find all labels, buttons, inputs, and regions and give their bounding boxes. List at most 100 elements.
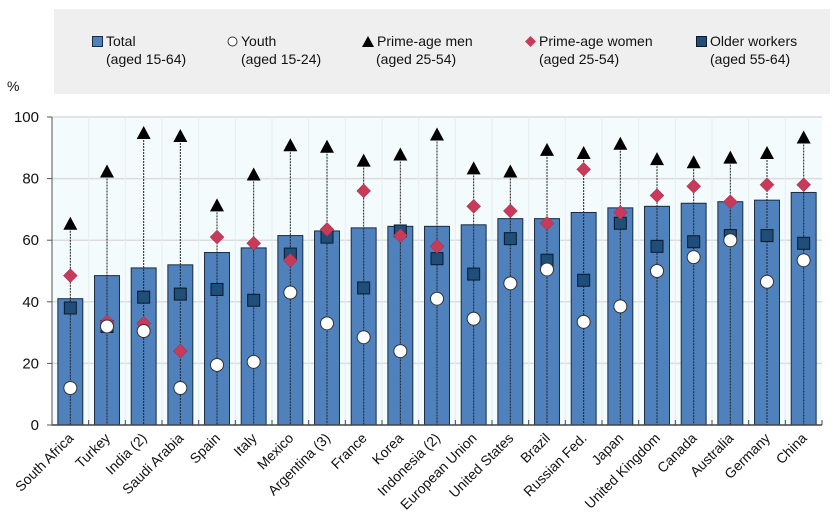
marker-prime-age-men bbox=[63, 216, 78, 230]
legend: Total (aged 15-64) Youth (aged 15-24) Pr… bbox=[54, 9, 830, 94]
y-tick-label: 20 bbox=[22, 355, 39, 372]
marker-older-workers bbox=[577, 273, 591, 287]
marker-youth bbox=[173, 381, 188, 396]
legend-item-women: Prime-age women (aged 25-54) bbox=[525, 32, 653, 68]
marker-youth bbox=[576, 314, 591, 329]
marker-prime-age-men bbox=[320, 139, 334, 153]
y-tick-label: 60 bbox=[22, 232, 39, 249]
x-tick-label: Spain bbox=[186, 430, 223, 467]
bar-total bbox=[497, 218, 524, 426]
marker-prime-age-women bbox=[466, 198, 482, 214]
markers bbox=[62, 125, 812, 396]
marker-older-workers bbox=[137, 290, 151, 304]
marker-youth bbox=[796, 253, 811, 268]
legend-label: Prime-age women bbox=[539, 33, 653, 49]
marker-prime-age-women bbox=[649, 188, 665, 203]
marker-youth bbox=[760, 274, 774, 289]
marker-prime-age-women bbox=[612, 205, 628, 220]
marker-prime-age-men bbox=[650, 152, 664, 166]
legend-circle-icon bbox=[227, 36, 238, 47]
marker-older-workers bbox=[797, 236, 811, 250]
legend-label: Prime-age men bbox=[377, 33, 473, 49]
y-tick-label: 80 bbox=[22, 171, 39, 188]
x-tick-label: South Africa bbox=[12, 430, 77, 495]
marker-youth bbox=[320, 316, 334, 331]
marker-older-workers bbox=[503, 232, 517, 246]
marker-older-workers bbox=[357, 281, 371, 295]
legend-diamond-icon bbox=[525, 35, 536, 47]
marker-prime-age-women bbox=[759, 177, 775, 193]
marker-prime-age-women bbox=[796, 177, 812, 193]
y-tick-label: 40 bbox=[22, 294, 39, 311]
legend-sublabel: (aged 55-64) bbox=[710, 51, 791, 67]
marker-prime-age-women bbox=[539, 215, 555, 231]
y-tick-label: 100 bbox=[14, 109, 39, 126]
marker-prime-age-men bbox=[466, 161, 481, 175]
marker-prime-age-men bbox=[283, 138, 298, 152]
marker-youth bbox=[63, 381, 78, 396]
marker-prime-age-men bbox=[210, 198, 224, 212]
legend-label: Older workers bbox=[710, 33, 798, 49]
marker-youth bbox=[686, 250, 701, 265]
bars bbox=[57, 191, 817, 426]
marker-prime-age-men bbox=[136, 125, 151, 139]
marker-prime-age-women bbox=[356, 183, 372, 199]
marker-prime-age-women bbox=[392, 228, 408, 243]
legend-sublabel: (aged 25-54) bbox=[539, 51, 620, 67]
marker-youth bbox=[246, 354, 261, 369]
x-tick-label: China bbox=[773, 430, 810, 467]
marker-youth bbox=[723, 233, 738, 248]
legend-item-men: Prime-age men (aged 25-54) bbox=[362, 32, 473, 68]
legend-label: Youth bbox=[241, 33, 277, 49]
marker-prime-age-men bbox=[100, 164, 114, 178]
marker-prime-age-men bbox=[503, 164, 518, 178]
x-tick-label: France bbox=[328, 430, 370, 472]
marker-youth bbox=[430, 291, 444, 306]
marker-older-workers bbox=[247, 293, 261, 307]
marker-prime-age-women bbox=[429, 239, 445, 254]
legend-sublabel: (aged 15-64) bbox=[106, 51, 187, 67]
marker-older-workers bbox=[467, 267, 481, 281]
marker-prime-age-men bbox=[430, 127, 444, 141]
legend-sublabel: (aged 25-54) bbox=[376, 51, 457, 67]
marker-older-workers bbox=[63, 301, 77, 315]
marker-youth bbox=[393, 344, 408, 359]
marker-prime-age-men bbox=[540, 142, 554, 156]
marker-older-workers bbox=[760, 229, 774, 243]
legend-square-light-icon bbox=[92, 35, 103, 47]
marker-prime-age-men bbox=[576, 145, 591, 159]
marker-youth bbox=[613, 299, 628, 314]
legend-square-dark-icon bbox=[696, 35, 707, 47]
marker-youth bbox=[210, 357, 224, 372]
marker-prime-age-women bbox=[246, 235, 262, 251]
y-axis-unit-label: % bbox=[7, 78, 20, 94]
x-tick-label: Italy bbox=[230, 430, 259, 459]
legend-item-youth: Youth (aged 15-24) bbox=[227, 32, 321, 68]
legend-label: Total bbox=[106, 33, 136, 49]
marker-prime-age-men bbox=[760, 145, 774, 159]
marker-older-workers bbox=[210, 282, 224, 296]
legend-item-total: Total (aged 15-64) bbox=[92, 32, 186, 68]
marker-youth bbox=[283, 285, 298, 300]
marker-youth bbox=[503, 276, 518, 291]
marker-youth bbox=[136, 324, 151, 339]
marker-prime-age-women bbox=[209, 229, 225, 245]
marker-prime-age-women bbox=[576, 162, 592, 177]
marker-older-workers bbox=[650, 239, 664, 253]
marker-older-workers bbox=[173, 287, 187, 301]
legend-triangle-icon bbox=[362, 35, 374, 47]
y-axis-ticks: 0 20 40 60 80 100 bbox=[14, 109, 53, 434]
marker-prime-age-women bbox=[686, 178, 702, 194]
marker-prime-age-men bbox=[686, 155, 701, 169]
marker-older-workers bbox=[430, 252, 444, 266]
marker-youth bbox=[466, 311, 481, 326]
marker-youth bbox=[540, 262, 554, 277]
x-axis bbox=[51, 420, 823, 426]
marker-older-workers bbox=[687, 235, 701, 249]
marker-youth bbox=[356, 330, 371, 345]
marker-prime-age-men bbox=[356, 153, 371, 167]
marker-prime-age-men bbox=[173, 129, 188, 143]
marker-prime-age-men bbox=[246, 167, 261, 181]
